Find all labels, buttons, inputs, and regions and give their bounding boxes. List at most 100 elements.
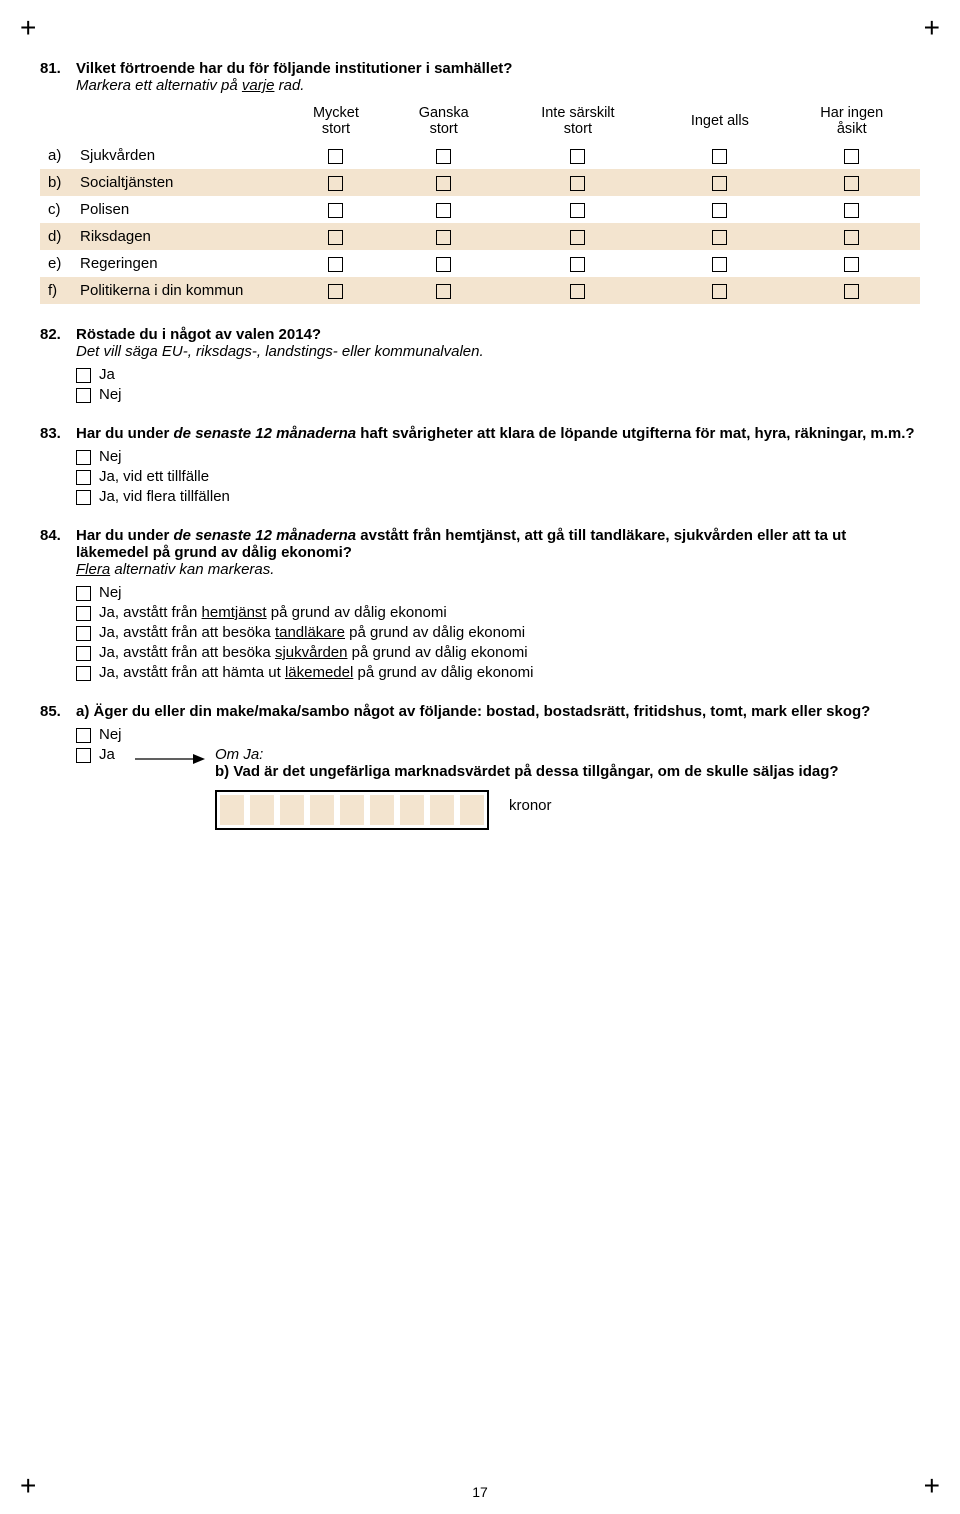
q84-instruction: Flera alternativ kan markeras. (76, 561, 274, 578)
digit-cell[interactable] (220, 795, 244, 825)
q84-checkbox[interactable] (76, 606, 91, 621)
q81-checkbox[interactable] (712, 284, 727, 299)
q81-checkbox[interactable] (436, 230, 451, 245)
q85-checkbox-ja[interactable] (76, 748, 91, 763)
q81-checkbox[interactable] (844, 149, 859, 164)
q82-checkbox[interactable] (76, 368, 91, 383)
q82-option: Nej (76, 386, 920, 403)
q85-followup: Om Ja: b) Vad är det ungefärliga marknad… (215, 746, 920, 830)
q84-checkbox[interactable] (76, 586, 91, 601)
digit-cell[interactable] (460, 795, 484, 825)
page-number: 17 (0, 1484, 960, 1500)
digit-cell[interactable] (400, 795, 424, 825)
q81-checkbox[interactable] (844, 257, 859, 272)
q81-checkbox[interactable] (328, 284, 343, 299)
q85-number: 85. (40, 703, 76, 720)
q84-instr-suf: alternativ kan markeras. (110, 561, 274, 578)
question-84: 84. Har du under de senaste 12 månaderna… (40, 527, 920, 681)
digit-cell[interactable] (340, 795, 364, 825)
q81-row-letter: a) (40, 142, 76, 169)
q82-label: Ja (99, 366, 115, 383)
q85-value-input[interactable] (215, 790, 489, 830)
q82-option: Ja (76, 366, 920, 383)
q83-label: Nej (99, 448, 122, 465)
q81-checkbox[interactable] (328, 149, 343, 164)
q81-checkbox[interactable] (570, 257, 585, 272)
q81-checkbox[interactable] (328, 176, 343, 191)
q81-checkbox[interactable] (436, 203, 451, 218)
q81-checkbox[interactable] (570, 176, 585, 191)
q84-checkbox[interactable] (76, 646, 91, 661)
q81-row-label: Regeringen (76, 250, 284, 277)
q81-checkbox[interactable] (570, 230, 585, 245)
q82-label: Nej (99, 386, 122, 403)
q81-checkbox[interactable] (570, 284, 585, 299)
q81-row-label: Socialtjänsten (76, 169, 284, 196)
q81-text: Vilket förtroende har du för följande in… (76, 60, 512, 77)
question-82: 82. Röstade du i något av valen 2014? De… (40, 326, 920, 403)
q85-option-nej: Nej (76, 726, 920, 743)
digit-cell[interactable] (250, 795, 274, 825)
q81-table: Mycketstort Ganskastort Inte särskiltsto… (40, 100, 920, 304)
q84-option: Nej (76, 584, 920, 601)
q84-italic: de senaste 12 månaderna (174, 527, 357, 544)
q81-row: c)Polisen (40, 196, 920, 223)
q84-option: Ja, avstått från att besöka sjukvården p… (76, 644, 920, 661)
q81-h2: Ganskastort (388, 100, 500, 142)
q83-pre: Har du under (76, 425, 174, 442)
q81-row-label: Riksdagen (76, 223, 284, 250)
digit-cell[interactable] (370, 795, 394, 825)
q82-checkbox[interactable] (76, 388, 91, 403)
q81-row-letter: b) (40, 169, 76, 196)
q83-label: Ja, vid flera tillfällen (99, 488, 230, 505)
digit-cell[interactable] (430, 795, 454, 825)
q81-checkbox[interactable] (844, 230, 859, 245)
q81-h5: Har ingenåsikt (783, 100, 920, 142)
q81-checkbox[interactable] (844, 176, 859, 191)
q81-checkbox[interactable] (436, 176, 451, 191)
q84-checkbox[interactable] (76, 666, 91, 681)
q81-checkbox[interactable] (436, 149, 451, 164)
q83-checkbox[interactable] (76, 470, 91, 485)
q81-row-letter: e) (40, 250, 76, 277)
q85-checkbox-nej[interactable] (76, 728, 91, 743)
q81-row-label: Polisen (76, 196, 284, 223)
q81-checkbox[interactable] (712, 203, 727, 218)
q81-number: 81. (40, 60, 76, 94)
q81-checkbox[interactable] (712, 257, 727, 272)
q81-checkbox[interactable] (436, 284, 451, 299)
q81-checkbox[interactable] (570, 149, 585, 164)
q81-instr-pre: Markera ett alternativ på (76, 77, 242, 94)
q82-text: Röstade du i något av valen 2014? (76, 326, 321, 343)
q84-option: Ja, avstått från att hämta ut läkemedel … (76, 664, 920, 681)
q83-checkbox[interactable] (76, 490, 91, 505)
q81-checkbox[interactable] (436, 257, 451, 272)
question-83: 83. Har du under de senaste 12 månaderna… (40, 425, 920, 505)
q81-checkbox[interactable] (844, 284, 859, 299)
q81-row-letter: d) (40, 223, 76, 250)
q83-option: Nej (76, 448, 920, 465)
q81-checkbox[interactable] (328, 203, 343, 218)
digit-cell[interactable] (310, 795, 334, 825)
q85-unit: kronor (509, 797, 552, 814)
q81-checkbox[interactable] (712, 176, 727, 191)
q81-row: f)Politikerna i din kommun (40, 277, 920, 304)
q85-label-nej: Nej (99, 726, 122, 743)
question-85: 85. a) Äger du eller din make/maka/sambo… (40, 703, 920, 830)
q81-checkbox[interactable] (328, 230, 343, 245)
q85-omja: Om Ja: (215, 746, 263, 763)
question-81: 81. Vilket förtroende har du för följand… (40, 60, 920, 304)
q85-text: a) Äger du eller din make/maka/sambo någ… (76, 703, 920, 720)
q81-checkbox[interactable] (844, 203, 859, 218)
digit-cell[interactable] (280, 795, 304, 825)
q81-checkbox[interactable] (328, 257, 343, 272)
q81-checkbox[interactable] (712, 149, 727, 164)
q81-checkbox[interactable] (712, 230, 727, 245)
q84-number: 84. (40, 527, 76, 578)
q84-option: Ja, avstått från hemtjänst på grund av d… (76, 604, 920, 621)
q81-checkbox[interactable] (570, 203, 585, 218)
q81-row-letter: f) (40, 277, 76, 304)
q82-number: 82. (40, 326, 76, 360)
q83-checkbox[interactable] (76, 450, 91, 465)
q84-checkbox[interactable] (76, 626, 91, 641)
